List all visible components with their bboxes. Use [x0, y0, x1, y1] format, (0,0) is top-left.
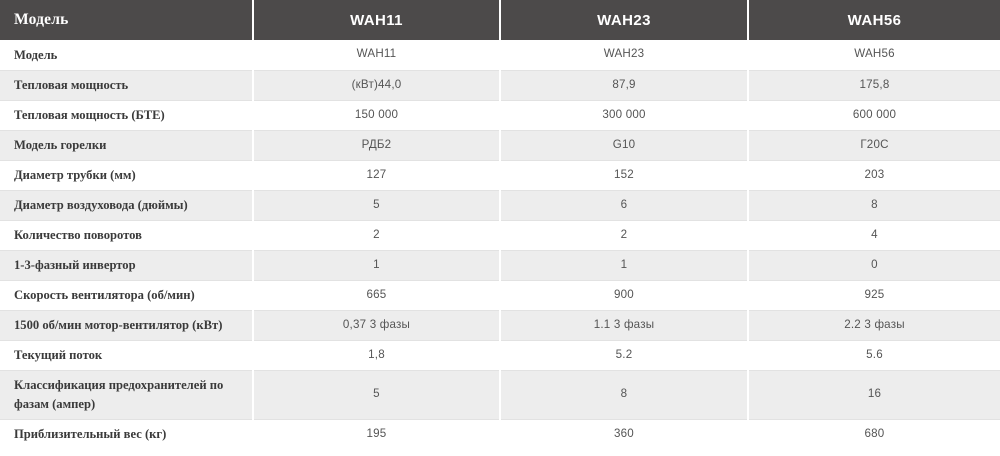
cell-wah56: WAH56: [748, 40, 1000, 70]
table-row: Модель горелки РДБ2 G10 Г20С: [0, 129, 1000, 160]
cell-wah11: 5: [253, 189, 501, 220]
table-row: Модель WAH11 WAH23 WAH56: [0, 40, 1000, 70]
cell-wah23: 1: [500, 249, 749, 280]
cell-wah11: 1: [253, 249, 501, 280]
cell-wah56: 680: [748, 418, 1000, 449]
cell-wah11: 150 000: [253, 99, 501, 130]
cell-wah23: G10: [500, 129, 749, 160]
row-label-cell: Количество поворотов: [0, 219, 254, 250]
column-header-wah56: WAH56: [748, 0, 1000, 40]
cell-wah56: 16: [748, 369, 1000, 419]
cell-wah23: 152: [500, 159, 749, 190]
row-label-cell: Классификация предохранителей по фазам (…: [0, 369, 254, 419]
cell-wah11: 665: [253, 279, 501, 310]
table-row: 1500 об/мин мотор-вентилятор (кВт) 0,37 3…: [0, 309, 1000, 340]
table-row: Текущий поток 1,8 5.2 5.6: [0, 339, 1000, 370]
cell-wah11: РДБ2: [253, 129, 501, 160]
cell-wah23: 8: [500, 369, 749, 419]
table-body: Модель WAH11 WAH23 WAH56 Тепловая мощность (к…: [0, 40, 1000, 449]
cell-wah23: 360: [500, 418, 749, 449]
row-label-cell: Модель горелки: [0, 129, 254, 160]
cell-wah11: (кВт)44,0: [253, 69, 501, 100]
row-label-cell: 1500 об/мин мотор-вентилятор (кВт): [0, 309, 254, 340]
cell-wah56: 2.2 3 фазы: [748, 309, 1000, 340]
table-bottom-strip: [0, 449, 1000, 456]
table-row: 1-3-фазный инвертор 1 1 0: [0, 249, 1000, 280]
row-label-cell: Тепловая мощность (БТЕ): [0, 99, 254, 130]
cell-wah11: 127: [253, 159, 501, 190]
row-label-cell: 1-3-фазный инвертор: [0, 249, 254, 280]
cell-wah56: 5.6: [748, 339, 1000, 370]
cell-wah11: 1,8: [253, 339, 501, 370]
column-header-wah23: WAH23: [500, 0, 749, 40]
cell-wah56: 600 000: [748, 99, 1000, 130]
cell-wah11: 2: [253, 219, 501, 250]
column-header-wah11: WAH11: [253, 0, 501, 40]
table-row: Скорость вентилятора (об/мин) 665 900 925: [0, 279, 1000, 310]
cell-wah11: 0,37 3 фазы: [253, 309, 501, 340]
row-label-cell: Диаметр воздуховода (дюймы): [0, 189, 254, 220]
cell-wah23: 900: [500, 279, 749, 310]
table-header-row: Модель WAH11 WAH23 WAH56: [0, 0, 1000, 40]
cell-wah56: 203: [748, 159, 1000, 190]
table-row: Классификация предохранителей по фазам (…: [0, 369, 1000, 419]
table-row: Количество поворотов 2 2 4: [0, 219, 1000, 250]
cell-wah56: 0: [748, 249, 1000, 280]
cell-wah56: Г20С: [748, 129, 1000, 160]
cell-wah23: 300 000: [500, 99, 749, 130]
row-label-cell: Модель: [0, 40, 254, 70]
table-row: Приблизительный вес (кг) 195 360 680: [0, 418, 1000, 449]
table-header: Модель WAH11 WAH23 WAH56: [0, 0, 1000, 40]
cell-wah56: 4: [748, 219, 1000, 250]
cell-wah23: 5.2: [500, 339, 749, 370]
cell-wah11: 5: [253, 369, 501, 419]
cell-wah23: 2: [500, 219, 749, 250]
cell-wah56: 8: [748, 189, 1000, 220]
table-row: Тепловая мощность (кВт)44,0 87,9 175,8: [0, 69, 1000, 100]
row-label-cell: Приблизительный вес (кг): [0, 418, 254, 449]
cell-wah11: 195: [253, 418, 501, 449]
cell-wah11: WAH11: [253, 40, 501, 70]
row-label-cell: Диаметр трубки (мм): [0, 159, 254, 190]
row-label-cell: Тепловая мощность: [0, 69, 254, 100]
table-row: Диаметр трубки (мм) 127 152 203: [0, 159, 1000, 190]
cell-wah56: 925: [748, 279, 1000, 310]
table-row: Диаметр воздуховода (дюймы) 5 6 8: [0, 189, 1000, 220]
cell-wah23: 6: [500, 189, 749, 220]
table-row: Тепловая мощность (БТЕ) 150 000 300 000 600…: [0, 99, 1000, 130]
column-header-label: Модель: [0, 0, 254, 40]
cell-wah23: 1.1 3 фазы: [500, 309, 749, 340]
row-label-cell: Скорость вентилятора (об/мин): [0, 279, 254, 310]
cell-wah23: WAH23: [500, 40, 749, 70]
cell-wah23: 87,9: [500, 69, 749, 100]
cell-wah56: 175,8: [748, 69, 1000, 100]
row-label-cell: Текущий поток: [0, 339, 254, 370]
